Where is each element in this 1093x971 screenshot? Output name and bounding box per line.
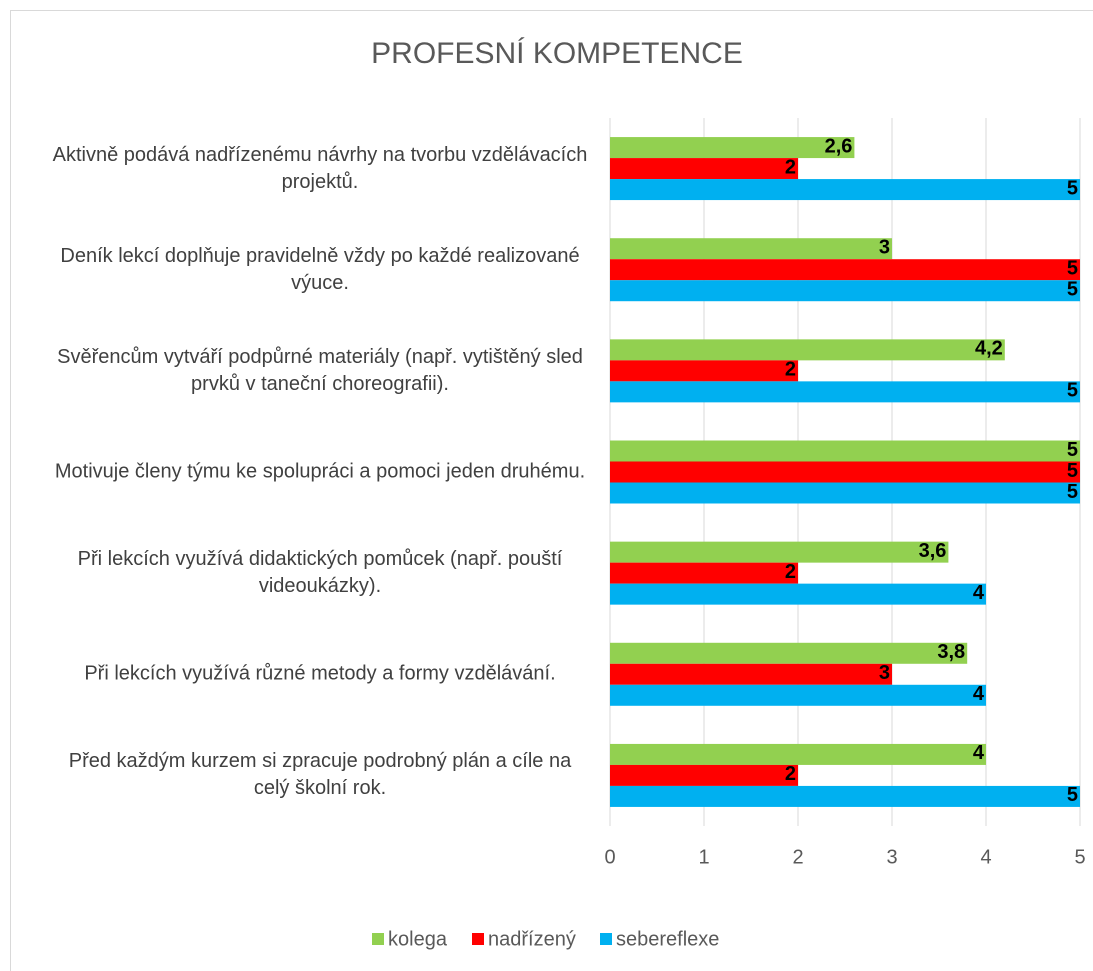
- data-label: 4: [973, 683, 985, 705]
- category-label: Deník lekcí doplňuje pravidelně vždy po …: [60, 244, 580, 294]
- legend-label: kolega: [388, 928, 448, 950]
- data-label: 2: [785, 763, 796, 785]
- data-label: 5: [1067, 439, 1078, 461]
- legend-swatch: [600, 933, 612, 945]
- data-label: 5: [1067, 481, 1078, 503]
- bar: [610, 743, 986, 765]
- chart-title: PROFESNÍ KOMPETENCE: [371, 37, 743, 70]
- x-tick-label: 4: [980, 846, 991, 868]
- x-tick-label: 5: [1074, 846, 1085, 868]
- bar: [610, 541, 949, 563]
- bar: [610, 360, 798, 382]
- data-label: 3,8: [937, 641, 965, 663]
- data-label: 3: [879, 662, 890, 684]
- category-label: Při lekcích využívá didaktických pomůcek…: [77, 548, 563, 598]
- category-label: Aktivně podává nadřízenému návrhy na tvo…: [52, 143, 588, 193]
- bar: [610, 764, 798, 786]
- bar: [610, 642, 968, 664]
- bar: [610, 339, 1005, 361]
- data-label: 2,6: [825, 135, 853, 157]
- x-tick-label: 1: [698, 846, 709, 868]
- legend-swatch: [472, 933, 484, 945]
- data-label: 5: [1067, 460, 1078, 482]
- bar: [610, 785, 1080, 807]
- bar: [610, 158, 798, 180]
- category-label: Svěřencům vytváří podpůrné materiály (na…: [57, 345, 583, 395]
- data-label: 3,6: [919, 540, 947, 562]
- bar: [610, 684, 986, 706]
- legend-swatch: [372, 933, 384, 945]
- data-label: 3: [879, 236, 890, 258]
- legend-label: sebereflexe: [616, 928, 719, 950]
- bar: [610, 440, 1080, 462]
- data-label: 2: [785, 561, 796, 583]
- data-label: 5: [1067, 177, 1078, 199]
- bar: [610, 663, 892, 685]
- data-label: 4: [973, 742, 985, 764]
- bar: [610, 179, 1080, 201]
- bar: [610, 562, 798, 584]
- x-tick-label: 0: [604, 846, 615, 868]
- data-label: 5: [1067, 278, 1078, 300]
- data-label: 4,2: [975, 338, 1003, 360]
- data-label: 5: [1067, 784, 1078, 806]
- bar: [610, 482, 1080, 504]
- bar: [610, 280, 1080, 302]
- bar: [610, 259, 1080, 281]
- category-label: Před každým kurzem si zpracuje podrobný …: [68, 750, 572, 800]
- data-label: 2: [785, 156, 796, 178]
- x-tick-label: 2: [792, 846, 803, 868]
- category-label: Při lekcích využívá různé metody a formy…: [84, 662, 556, 685]
- bar: [610, 461, 1080, 483]
- data-label: 2: [785, 359, 796, 381]
- x-tick-label: 3: [886, 846, 897, 868]
- data-label: 4: [973, 582, 985, 604]
- bar: [610, 583, 986, 605]
- bar: [610, 238, 892, 260]
- legend-label: nadřízený: [488, 928, 576, 950]
- bar: [610, 381, 1080, 403]
- data-label: 5: [1067, 380, 1078, 402]
- category-label: Motivuje členy týmu ke spolupráci a pomo…: [54, 460, 586, 483]
- data-label: 5: [1067, 257, 1078, 279]
- bar: [610, 137, 855, 159]
